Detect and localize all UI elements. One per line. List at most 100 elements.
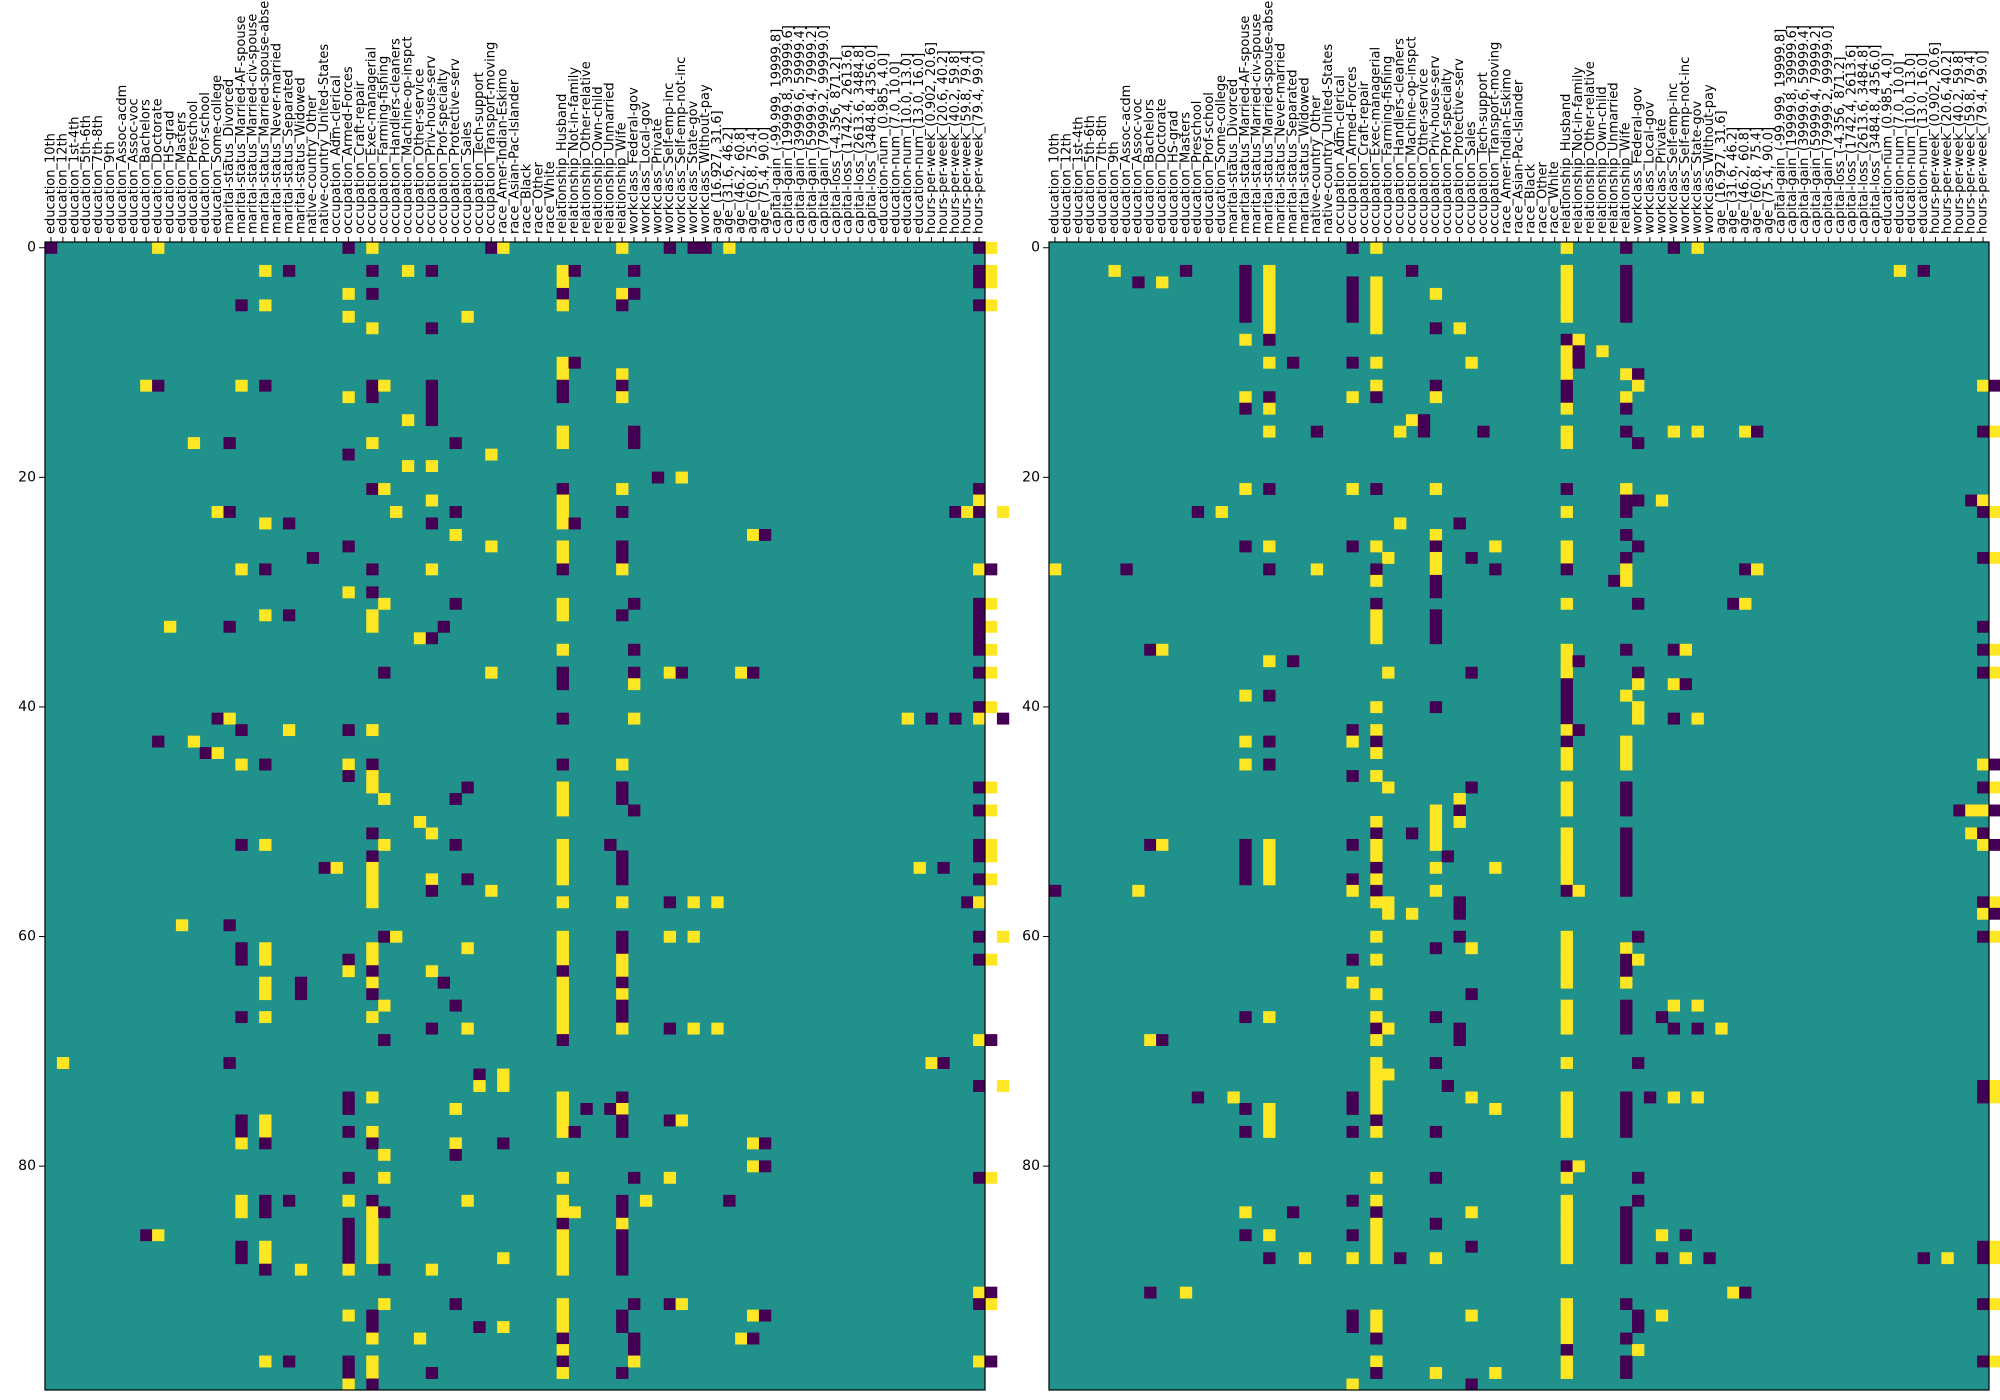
heatmap-cell bbox=[1560, 747, 1573, 759]
heatmap-cell bbox=[616, 1125, 629, 1138]
heatmap-cell bbox=[1632, 1171, 1645, 1184]
heatmap-cell bbox=[1620, 494, 1633, 507]
heatmap-cell bbox=[1417, 414, 1431, 427]
heatmap-cell bbox=[556, 1309, 569, 1322]
heatmap-cell bbox=[1620, 483, 1633, 495]
heatmap-cell bbox=[1977, 1298, 1990, 1311]
heatmap-cell bbox=[1620, 942, 1633, 955]
heatmap-cell bbox=[1429, 551, 1443, 564]
heatmap-cell bbox=[687, 242, 700, 254]
heatmap-cell bbox=[973, 620, 986, 633]
heatmap-cell bbox=[1632, 494, 1645, 507]
heatmap-cell bbox=[1429, 483, 1443, 495]
heatmap-cell bbox=[259, 1114, 272, 1127]
heatmap-cell bbox=[1441, 850, 1454, 863]
x-tick-label: education-num_(7.0, 10.0] bbox=[1892, 61, 1907, 234]
x-tick-label: relationship_Other-relative bbox=[579, 61, 594, 234]
heatmap-cell bbox=[556, 276, 569, 289]
heatmap-cell bbox=[1977, 425, 1990, 438]
heatmap-cell bbox=[556, 838, 569, 851]
heatmap-cell bbox=[366, 1355, 379, 1368]
heatmap-cell bbox=[1286, 1206, 1300, 1219]
heatmap-cell bbox=[663, 666, 677, 679]
heatmap-cell bbox=[1239, 735, 1252, 748]
heatmap-cell bbox=[616, 609, 629, 622]
heatmap-cell bbox=[1620, 1091, 1633, 1104]
heatmap-cell bbox=[996, 1080, 1010, 1092]
x-tick-label: marital-status_Married-spouse-absent bbox=[258, 0, 273, 234]
heatmap-cell bbox=[366, 1367, 379, 1379]
heatmap-cell bbox=[1429, 701, 1443, 714]
heatmap-cell bbox=[556, 1206, 569, 1219]
heatmap-cell bbox=[616, 1091, 629, 1104]
y-tick-label: 60 bbox=[18, 929, 36, 945]
heatmap-cell bbox=[366, 1011, 379, 1024]
x-tick-label: workclass_State-gov bbox=[1690, 100, 1705, 234]
heatmap-cell bbox=[1560, 976, 1573, 989]
heatmap-cell bbox=[556, 597, 569, 610]
heatmap-cell bbox=[1620, 1022, 1633, 1035]
heatmap-cell bbox=[973, 632, 986, 645]
heatmap-cell bbox=[628, 678, 641, 691]
heatmap-cell bbox=[1239, 861, 1252, 874]
x-tick-label: occupation_Handlers-cleaners bbox=[389, 38, 404, 234]
heatmap-cell bbox=[949, 712, 962, 725]
heatmap-cell bbox=[1560, 850, 1573, 863]
heatmap-cell bbox=[342, 287, 355, 300]
heatmap-cell bbox=[616, 793, 629, 805]
heatmap-cell bbox=[1560, 712, 1573, 725]
heatmap-cell bbox=[449, 1137, 462, 1150]
heatmap-cell bbox=[140, 379, 153, 392]
heatmap-background bbox=[1049, 242, 1989, 1390]
heatmap-cell bbox=[1560, 276, 1573, 289]
heatmap-cell bbox=[1263, 1252, 1276, 1265]
heatmap-cell bbox=[1620, 861, 1633, 874]
x-tick-label: education_Some-college bbox=[1214, 75, 1229, 234]
heatmap-cell bbox=[1263, 276, 1276, 289]
heatmap-cell bbox=[1370, 1080, 1383, 1092]
heatmap-cell bbox=[378, 838, 391, 851]
heatmap-cell bbox=[1263, 655, 1276, 668]
heatmap-cell bbox=[1370, 1091, 1383, 1104]
heatmap-cell bbox=[1977, 781, 1990, 794]
x-tick-label: workclass_Private bbox=[650, 118, 665, 234]
heatmap-cell bbox=[342, 1217, 355, 1230]
heatmap-cell bbox=[1632, 368, 1645, 381]
heatmap-cell bbox=[616, 873, 629, 886]
heatmap-cell bbox=[996, 930, 1010, 943]
heatmap-cell bbox=[1632, 379, 1645, 392]
heatmap-cell bbox=[342, 540, 355, 553]
x-tick-label: education_10th bbox=[1047, 133, 1062, 234]
heatmap-cell bbox=[1620, 264, 1633, 277]
heatmap-cell bbox=[1667, 643, 1681, 656]
heatmap-cell bbox=[485, 242, 498, 254]
heatmap-cell bbox=[616, 1022, 629, 1035]
heatmap-cell bbox=[1346, 287, 1359, 300]
x-tick-label: workclass_Self-emp-not-inc bbox=[674, 57, 689, 234]
heatmap-cell bbox=[306, 551, 320, 564]
heatmap-cell bbox=[556, 804, 569, 817]
heatmap-cell bbox=[985, 563, 998, 576]
heatmap-cell bbox=[1572, 356, 1585, 369]
heatmap-cell bbox=[1310, 425, 1324, 438]
heatmap-cell bbox=[616, 1309, 629, 1322]
heatmap-cell bbox=[425, 1263, 439, 1276]
x-tick-label: education_HS-grad bbox=[1166, 110, 1181, 234]
x-tick-label: capital-gain_(59999.4, 79999.2] bbox=[1809, 25, 1824, 234]
heatmap-cell bbox=[556, 1298, 569, 1311]
heatmap-cell bbox=[1572, 333, 1585, 346]
heatmap-cell bbox=[985, 804, 998, 817]
heatmap-cell bbox=[1346, 770, 1359, 782]
heatmap-cell bbox=[616, 506, 629, 518]
heatmap-cell bbox=[1346, 1194, 1359, 1207]
heatmap-cell bbox=[1560, 758, 1573, 771]
heatmap-cell bbox=[663, 1022, 677, 1035]
heatmap-cell bbox=[1632, 437, 1645, 450]
heatmap-cell bbox=[366, 322, 379, 335]
heatmap-cell bbox=[1382, 1068, 1395, 1081]
heatmap-cell bbox=[401, 460, 415, 472]
heatmap-cell bbox=[628, 1332, 641, 1345]
heatmap-cell bbox=[1239, 264, 1252, 277]
heatmap-cell bbox=[1560, 1321, 1573, 1333]
heatmap-cell bbox=[282, 1355, 296, 1368]
